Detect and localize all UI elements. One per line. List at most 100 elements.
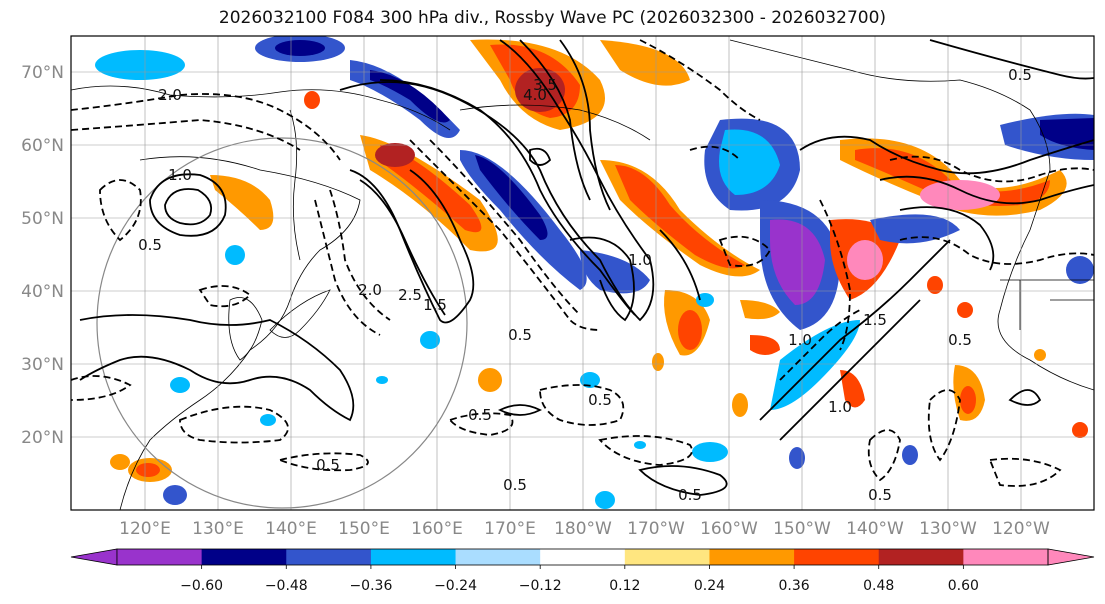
colorbar-segment [624,549,710,565]
map-content: 2.0 0.5 1.0 2.5 2.0 1.5 4.03.5 0.5 1.0 0.5 0.5 0.5 0… [71,36,1094,510]
contour-value-labels: 2.0 0.5 1.0 2.5 2.0 1.5 4.03.5 0.5 1.0 0.5 0.5 0.5 0… [138,66,1032,504]
shade-blob [789,447,805,469]
contour-solid [899,206,995,271]
coastline [119,156,361,510]
contour-label: 1.5 [423,296,447,314]
reference-circle [96,137,468,509]
contour-solid [359,179,446,316]
contour-dashed [71,93,341,161]
contour-dashed [409,139,601,331]
contour-label: 1.0 [788,331,812,349]
shade-blob [478,368,502,392]
colorbar-tick-label: 0.48 [863,578,894,594]
contour-solid [569,236,635,322]
shade-blob [840,370,865,408]
contour-solid [559,39,611,211]
longitude-labels: 120°E 130°E 140°E 150°E 160°E 170°E 180°W 170°W… [119,519,1050,539]
lon-label: 150°E [338,519,390,539]
shade-blob [370,70,450,123]
colorbar-frame [116,548,1049,566]
map-frame [70,35,1095,511]
contour-dashed [988,457,1062,487]
contour-label: 3.5 [533,76,557,94]
shade-blob [770,219,825,305]
shade-blob [1040,118,1094,150]
shade-blob [376,376,388,384]
colorbar-tick-label: 0.12 [609,578,640,594]
contour-dashed [779,309,861,381]
lon-label: 130°E [192,519,244,539]
contour-solid [759,239,951,421]
lon-label: 120°E [119,519,171,539]
shade-blob [740,300,780,320]
shade-blob [304,91,320,109]
contour-solid [659,229,701,301]
lon-label: 140°W [846,519,904,539]
shade-blob [855,148,1050,206]
shade-blob [732,393,748,417]
colorbar-segment [878,549,964,565]
colorbar-tick-label: −0.24 [434,578,477,594]
shade-blob [696,293,714,307]
shade-blob [920,180,1000,210]
shade-blob [225,245,245,265]
contour-dashed [429,139,581,316]
colorbar-tick-label: 0.24 [694,578,725,594]
colorbar-tick-label: −0.48 [265,578,308,594]
contour-label: 1.5 [863,311,887,329]
coastline [269,289,331,338]
contour-label: 2.5 [398,286,422,304]
shade-blob [1072,422,1088,438]
colorbar-segment [370,549,457,565]
lon-label: 160°W [700,519,758,539]
contour-label: 0.5 [316,456,340,474]
contour-dashed [448,412,514,436]
contour-dashed [329,189,391,321]
contour-dashed [277,452,369,472]
contour-label: 0.5 [948,331,972,349]
lat-label: 30°N [21,355,64,375]
contour-dashed [314,199,381,336]
contour-solid [379,79,636,316]
lon-label: 120°W [992,519,1050,539]
contour-solid [79,314,355,422]
lon-label: 130°W [919,519,977,539]
lat-label: 70°N [21,63,64,83]
shade-blob [615,165,745,269]
contour-dashed [179,405,289,444]
contour-solid [519,39,591,201]
coastline [289,109,301,261]
shade-blob [634,441,646,449]
shade-blob [847,240,883,280]
contour-solid [149,173,227,237]
coastline [228,297,263,361]
colorbar-segment [963,549,1049,565]
colorbar-tick-label: 0.36 [779,578,810,594]
contour-solid [1008,389,1042,406]
colorbar-segment [540,549,626,565]
shade-blob [375,143,415,167]
divergence-shading [95,36,1094,509]
coastline [729,39,1094,391]
shade-blob [1034,349,1046,361]
contour-dashed [71,375,132,401]
shade-blob [210,175,274,230]
shade-blob [870,214,960,244]
shade-blob [580,250,650,294]
contour-solid [879,175,1094,205]
shade-blob [750,335,780,355]
contour-dashed [819,199,851,351]
lon-label: 140°E [265,519,317,539]
shade-blob [260,414,276,426]
contour-dashed [718,235,772,267]
contour-label: 1.0 [168,166,192,184]
contour-dashed [899,236,1094,265]
shade-blob [1066,256,1094,284]
contour-label: 0.5 [1008,66,1032,84]
contour-solid [638,465,728,496]
shade-blob [692,442,728,462]
coastlines [71,39,1094,510]
rossby-wave-contours-negative [71,39,1094,487]
colorbar-extend-low [70,548,118,566]
